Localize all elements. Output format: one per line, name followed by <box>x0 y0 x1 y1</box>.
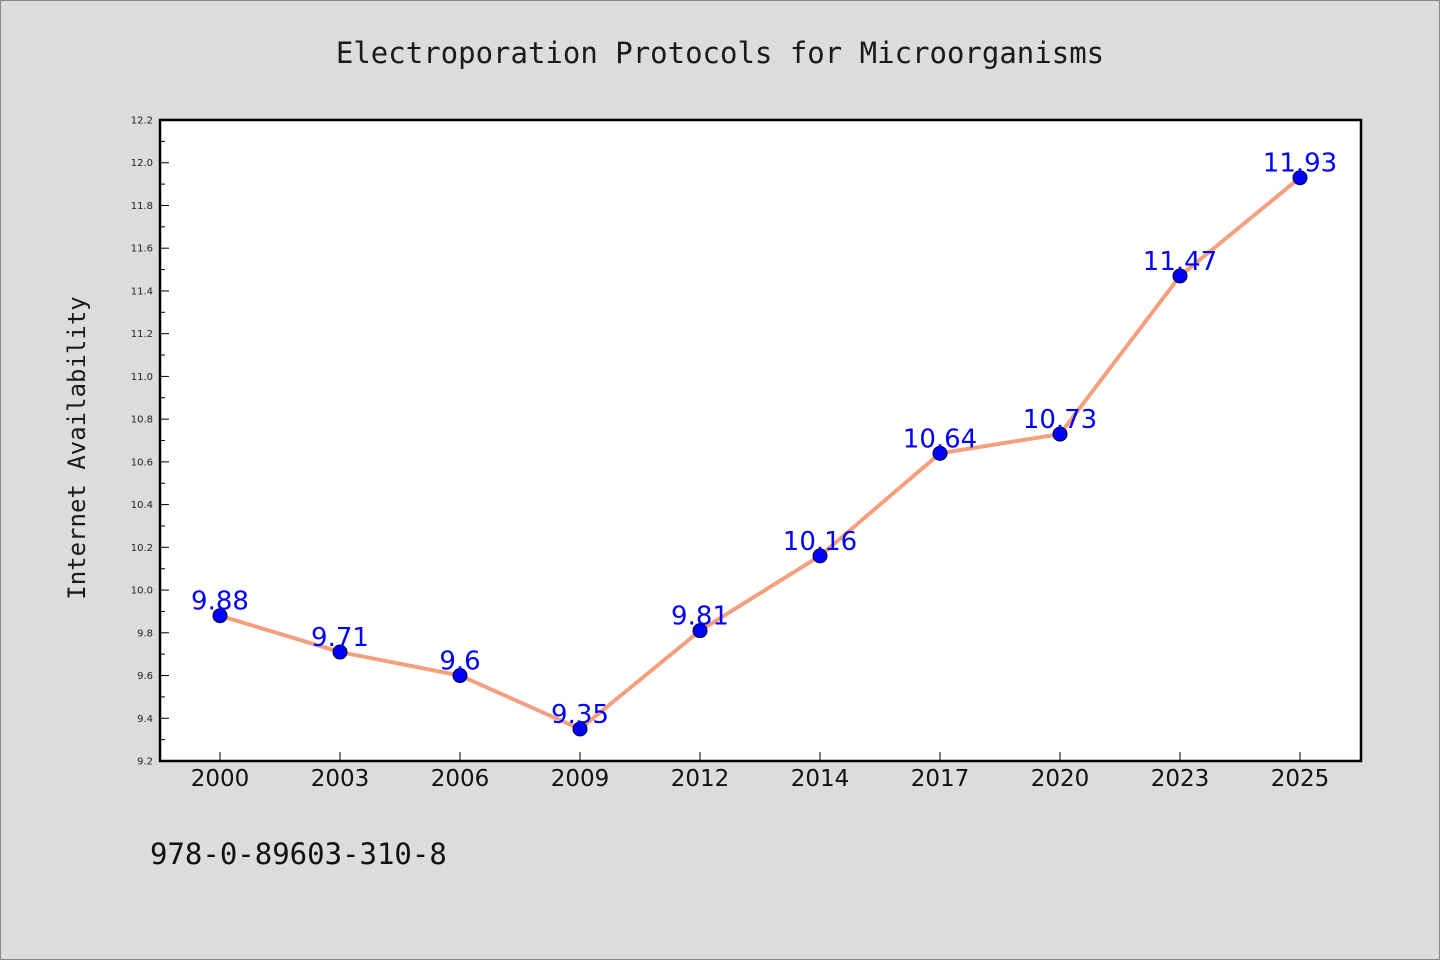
x-tick-label: 2025 <box>1271 766 1330 792</box>
y-tick-label: 9.6 <box>137 671 153 682</box>
data-value-label: 9.6 <box>439 647 480 677</box>
y-tick-label: 11.0 <box>131 372 153 383</box>
data-point-marker <box>1292 170 1308 186</box>
y-axis: 9.2 9.4 9.6 9.8 10.0 10.2 10.4 10.6 10.8 11.0 11.2… <box>131 116 169 768</box>
data-value-label: 10.73 <box>1023 405 1097 435</box>
y-tick-label: 10.6 <box>131 457 153 468</box>
chart-title: Electroporation Protocols for Microorgan… <box>336 36 1104 70</box>
series-markers <box>212 170 1308 737</box>
data-point-marker <box>812 548 828 564</box>
y-tick-label: 10.4 <box>131 500 153 511</box>
data-point-marker <box>212 608 228 624</box>
y-tick-label: 11.2 <box>131 329 153 340</box>
y-axis-label: Internet Availability <box>63 296 91 599</box>
y-tick-label: 12.2 <box>131 116 153 127</box>
x-tick-label: 2000 <box>191 766 250 792</box>
y-tick-label: 11.8 <box>131 201 153 212</box>
data-value-label: 10.64 <box>903 424 977 454</box>
data-point-marker <box>1172 268 1188 284</box>
x-tick-label: 2003 <box>311 766 370 792</box>
isbn-text: 978-0-89603-310-8 <box>150 837 447 871</box>
data-value-label: 10.16 <box>783 527 857 557</box>
x-tick-label: 2006 <box>431 766 490 792</box>
y-tick-label: 9.8 <box>137 628 153 639</box>
series-line <box>218 175 1302 731</box>
x-tick-label: 2020 <box>1031 766 1090 792</box>
y-tick-label: 10.8 <box>131 415 153 426</box>
y-tick-label: 10.2 <box>131 543 153 554</box>
x-tick-label: 2009 <box>551 766 610 792</box>
x-tick-label: 2014 <box>791 766 850 792</box>
plot-area <box>158 118 1363 763</box>
data-point-marker <box>932 445 948 461</box>
y-tick-label: 11.6 <box>131 244 153 255</box>
data-point-marker <box>452 668 468 684</box>
data-labels: 9.88 9.71 9.6 9.35 9.81 10.16 10.64 10.73 11.47 1… <box>191 149 1337 730</box>
y-tick-label: 10.0 <box>131 586 153 597</box>
series-polyline <box>218 175 1302 731</box>
y-tick-label: 11.4 <box>131 286 153 297</box>
x-tick-label: 2023 <box>1151 766 1210 792</box>
data-value-label: 9.88 <box>191 587 249 617</box>
data-value-label: 9.81 <box>671 602 729 632</box>
x-tick-label: 2012 <box>671 766 730 792</box>
x-tick-label: 2017 <box>911 766 970 792</box>
y-tick-label: 12.0 <box>131 158 153 169</box>
data-point-marker <box>572 721 588 737</box>
data-point-marker <box>692 623 708 639</box>
x-axis: 2000 2003 2006 2009 2012 2014 2017 2020 2023 2025 <box>191 752 1330 792</box>
data-value-label: 9.35 <box>551 700 609 730</box>
data-value-label: 11.47 <box>1143 247 1217 277</box>
data-value-label: 9.71 <box>311 623 369 653</box>
data-point-marker <box>1052 426 1068 442</box>
data-value-label: 11.93 <box>1263 149 1337 179</box>
y-tick-label: 9.2 <box>137 757 153 768</box>
data-point-marker <box>332 644 348 660</box>
y-tick-label: 9.4 <box>137 714 153 725</box>
